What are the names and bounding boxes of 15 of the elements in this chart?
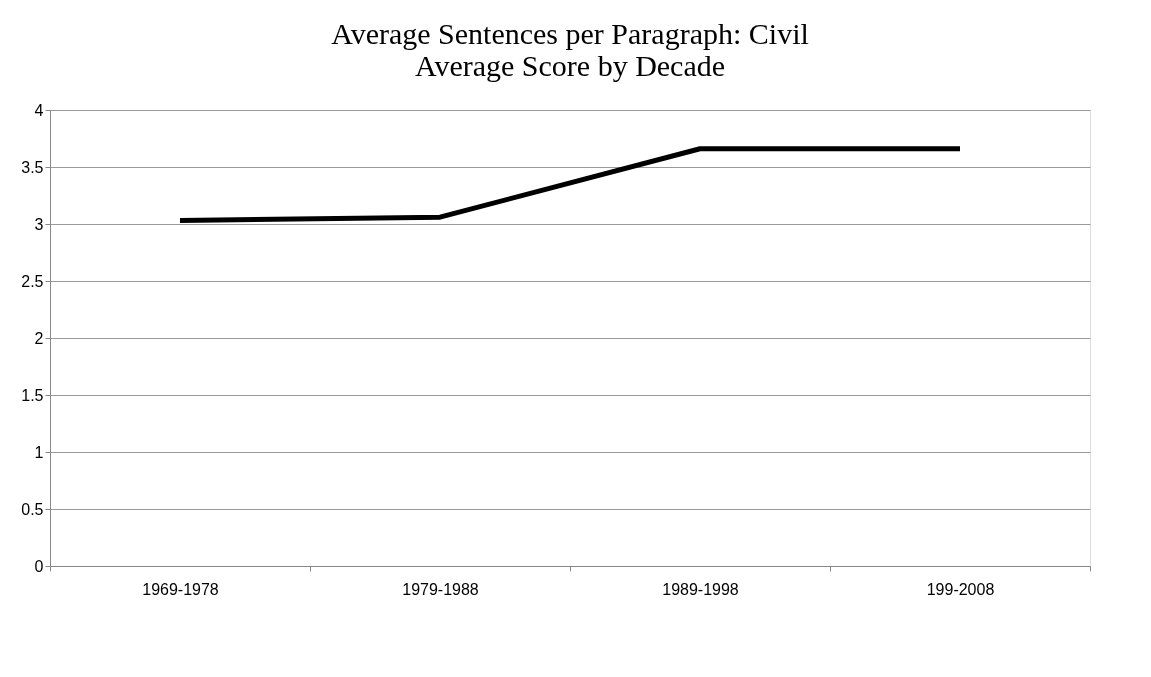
y-tick-label: 3.5 (21, 158, 44, 176)
y-tick-label: 3 (34, 215, 44, 233)
text: Average Score by Decade (414, 49, 726, 82)
y-tick-label: 4 (34, 101, 44, 119)
x-tick-label: 1989-1998 (662, 580, 739, 598)
x-tick-label: 1969-1978 (142, 580, 219, 598)
y-tick-label: 2.5 (21, 272, 44, 290)
text: Average Sentences per Paragraph: Civil (331, 17, 809, 50)
y-tick-label: 1.5 (21, 386, 44, 404)
y-tick-label: 1 (34, 443, 44, 461)
x-tick-label: 1979-1988 (402, 580, 479, 598)
y-tick-label: 0 (34, 557, 44, 575)
x-tick-label: 199-2008 (926, 580, 995, 598)
y-tick-label: 2 (34, 329, 44, 347)
y-tick-label: 0.5 (21, 500, 44, 518)
